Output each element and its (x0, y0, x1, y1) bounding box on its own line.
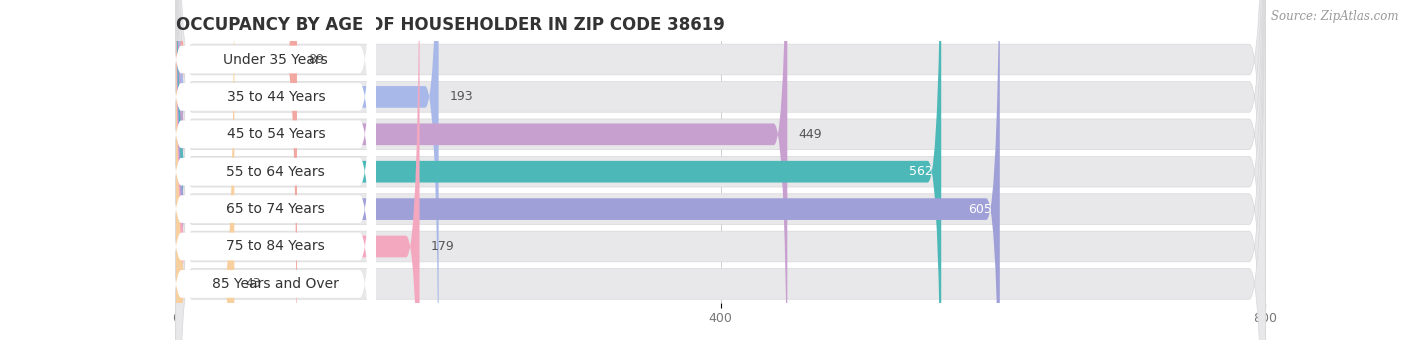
FancyBboxPatch shape (176, 0, 1265, 340)
Text: Under 35 Years: Under 35 Years (224, 52, 328, 67)
FancyBboxPatch shape (176, 0, 235, 340)
Text: 562: 562 (910, 165, 934, 178)
FancyBboxPatch shape (176, 0, 1265, 340)
Text: 45 to 54 Years: 45 to 54 Years (226, 127, 325, 141)
FancyBboxPatch shape (165, 0, 375, 340)
FancyBboxPatch shape (165, 0, 375, 340)
FancyBboxPatch shape (165, 0, 375, 340)
Text: 449: 449 (799, 128, 823, 141)
FancyBboxPatch shape (176, 0, 1265, 340)
Text: 179: 179 (430, 240, 454, 253)
Text: 35 to 44 Years: 35 to 44 Years (226, 90, 325, 104)
Text: 65 to 74 Years: 65 to 74 Years (226, 202, 325, 216)
FancyBboxPatch shape (176, 0, 1265, 340)
FancyBboxPatch shape (165, 0, 375, 340)
Text: 89: 89 (308, 53, 323, 66)
Text: 55 to 64 Years: 55 to 64 Years (226, 165, 325, 179)
FancyBboxPatch shape (176, 0, 1265, 340)
Text: 43: 43 (245, 277, 262, 290)
Text: 193: 193 (450, 90, 474, 103)
FancyBboxPatch shape (165, 0, 375, 340)
FancyBboxPatch shape (176, 0, 297, 340)
FancyBboxPatch shape (176, 0, 439, 340)
Text: 605: 605 (967, 203, 991, 216)
FancyBboxPatch shape (176, 0, 787, 340)
FancyBboxPatch shape (176, 0, 419, 340)
Text: 85 Years and Over: 85 Years and Over (212, 277, 339, 291)
FancyBboxPatch shape (176, 0, 941, 340)
Text: 75 to 84 Years: 75 to 84 Years (226, 239, 325, 254)
FancyBboxPatch shape (176, 0, 1265, 340)
Text: OCCUPANCY BY AGE OF HOUSEHOLDER IN ZIP CODE 38619: OCCUPANCY BY AGE OF HOUSEHOLDER IN ZIP C… (176, 16, 724, 34)
FancyBboxPatch shape (176, 0, 1000, 340)
FancyBboxPatch shape (165, 0, 375, 340)
Text: Source: ZipAtlas.com: Source: ZipAtlas.com (1271, 10, 1399, 23)
FancyBboxPatch shape (176, 0, 1265, 340)
FancyBboxPatch shape (165, 0, 375, 340)
